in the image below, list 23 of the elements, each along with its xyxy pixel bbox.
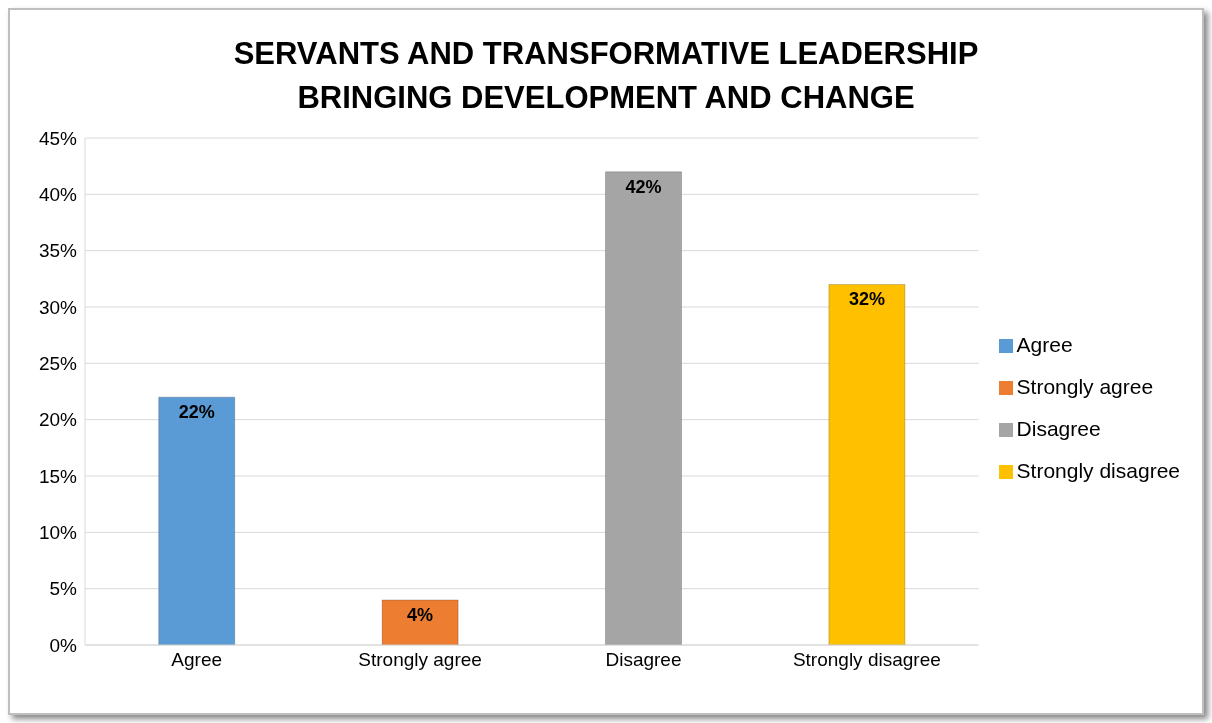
legend-label: Strongly agree	[1016, 374, 1154, 398]
y-tick-label: 35%	[38, 240, 78, 262]
y-tick-label: 15%	[38, 465, 78, 487]
x-tick-label: Strongly agree	[358, 649, 482, 671]
x-tick-label: Agree	[171, 649, 223, 671]
legend-label: Strongly disagree	[1016, 458, 1180, 482]
y-tick-label: 0%	[49, 634, 78, 656]
data-label: 42%	[625, 176, 662, 197]
legend-label: Agree	[1016, 332, 1073, 356]
y-tick-label: 45%	[38, 127, 78, 149]
data-label: 22%	[178, 401, 215, 422]
x-tick-label: Strongly disagree	[792, 649, 941, 671]
data-label: 4%	[407, 604, 434, 625]
y-tick-label: 30%	[38, 296, 78, 318]
y-tick-label: 25%	[38, 353, 78, 375]
data-label: 32%	[848, 289, 885, 310]
chart-title: SERVANTS AND TRANSFORMATIVE LEADERSHIP BRINGING DEVELOPMENT AND CHANGE	[232, 35, 980, 117]
y-tick-label: 20%	[38, 409, 78, 431]
y-tick-label: 5%	[49, 578, 78, 600]
y-tick-label: 40%	[38, 184, 78, 206]
y-tick-label: 10%	[38, 522, 78, 544]
x-tick-label: Disagree	[605, 649, 682, 671]
legend-label: Disagree	[1016, 416, 1101, 440]
